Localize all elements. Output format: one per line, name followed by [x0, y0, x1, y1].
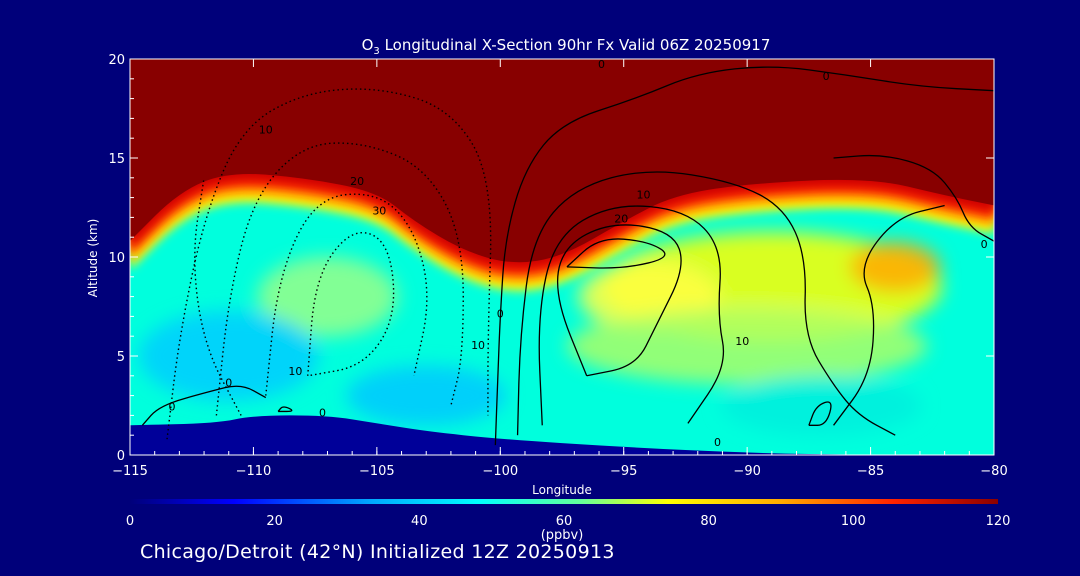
y-tick-label: 15 — [108, 152, 125, 167]
surface-terrain — [130, 415, 994, 455]
contour-label: 10 — [735, 335, 749, 348]
colorbar — [130, 499, 998, 504]
contour-10 — [516, 171, 896, 436]
contour-neg-40 — [307, 232, 395, 377]
colorbar-label: (ppbv) — [541, 528, 584, 543]
y-tick-label: 5 — [117, 350, 125, 365]
y-axis-label: Altitude (km) — [86, 219, 100, 298]
colorbar-tick-label: 100 — [841, 514, 866, 529]
contour-label: 0 — [714, 436, 721, 449]
stratosphere-region — [130, 59, 994, 263]
contour-0-small-2 — [808, 401, 832, 426]
contour-0-se — [833, 204, 945, 426]
contour-label: 0 — [319, 406, 326, 419]
blob-green-west — [257, 256, 398, 337]
x-axis-label: Longitude — [532, 483, 592, 497]
contour-0-west — [494, 66, 994, 446]
x-axis: −115 −110 −105 −100 −95 −90 −85 −80 — [112, 59, 1008, 479]
contour-40 — [566, 238, 666, 269]
y-tick-label: 0 — [117, 449, 125, 464]
contour-0-small — [277, 406, 293, 413]
ozone-field: 10 20 30 10 10 0 0 0 0 10 20 10 0 0 0 0 — [130, 58, 994, 455]
contour-label: 0 — [497, 307, 504, 320]
blob-cyan-south — [346, 365, 507, 426]
y-tick-label: 10 — [108, 251, 125, 266]
x-tick-label: −105 — [359, 464, 395, 479]
chart-title: O3 Longitudinal X-Section 90hr Fx Valid … — [362, 36, 771, 57]
colorbar-tick-label: 80 — [700, 514, 717, 529]
contour-label: 20 — [614, 212, 628, 225]
x-tick-label: −90 — [733, 464, 760, 479]
colorbar-tick-label: 120 — [986, 514, 1011, 529]
x-tick-label: −115 — [112, 464, 148, 479]
x-tick-label: −95 — [610, 464, 637, 479]
contour-label: 0 — [823, 70, 830, 83]
contour-label: 10 — [471, 339, 485, 352]
x-tick-label: −100 — [482, 464, 518, 479]
x-tick-label: −110 — [236, 464, 272, 479]
contour-label: 20 — [350, 175, 364, 188]
colorbar-tick-label: 0 — [126, 514, 134, 529]
blob-orange-east — [850, 241, 941, 292]
blob-cyan-west — [138, 311, 319, 401]
contour-30 — [556, 224, 682, 377]
contour-label: 30 — [372, 204, 386, 217]
contour-0-east — [833, 154, 994, 242]
contour-20 — [538, 205, 725, 426]
contour-label: 0 — [168, 400, 175, 413]
colorbar-tick-label: 40 — [411, 514, 428, 529]
blob-teal-east — [721, 375, 922, 436]
x-tick-label: −85 — [857, 464, 884, 479]
footer-caption: Chicago/Detroit (42°N) Initialized 12Z 2… — [140, 541, 615, 563]
contour-label: 0 — [225, 377, 232, 390]
contour-label: 0 — [981, 238, 988, 251]
contour-0-sw — [141, 385, 267, 426]
contour-neg-20 — [215, 142, 464, 416]
y-tick-label: 20 — [108, 53, 125, 68]
contour-neg-a — [194, 177, 242, 416]
contour-label: 10 — [259, 123, 273, 136]
contour-neg-10 — [166, 88, 492, 440]
contour-neg-30 — [265, 193, 428, 396]
colorbar-tick-label: 60 — [556, 514, 573, 529]
contour-label: 0 — [598, 58, 605, 71]
contour-label: 10 — [288, 365, 302, 378]
contour-label: 10 — [636, 189, 650, 202]
y-axis: 0 5 10 15 20 — [108, 53, 994, 464]
colorbar-tick-label: 20 — [266, 514, 283, 529]
colorbar-ticks: 0 20 40 60 80 100 120 — [126, 514, 1011, 529]
blob-green-east — [567, 308, 928, 385]
x-tick-label: −80 — [980, 464, 1007, 479]
